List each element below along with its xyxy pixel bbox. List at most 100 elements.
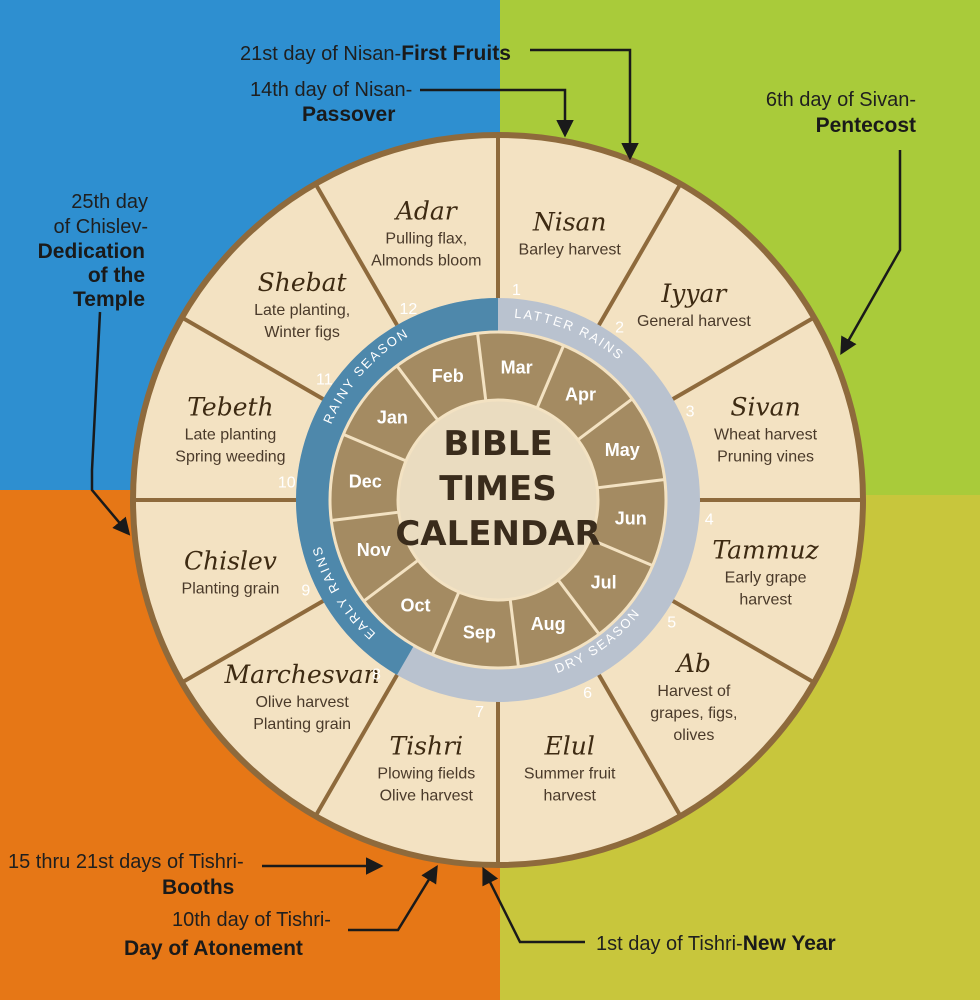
month-activity: Late planting,	[254, 302, 350, 319]
title-line-3: CALENDAR	[395, 514, 600, 554]
modern-month-jun: Jun	[615, 509, 647, 529]
atonement-name: Day of Atonement	[124, 937, 303, 960]
month-name-tishri: Tishri	[390, 732, 464, 761]
month-activity: olives	[673, 727, 714, 744]
inner-divider	[556, 578, 601, 636]
modern-month-dividers	[331, 333, 665, 667]
month-name-tebeth: Tebeth	[187, 392, 273, 421]
passover-arrow	[420, 88, 574, 138]
outer-divider	[670, 316, 814, 402]
month-number: 2	[615, 319, 624, 336]
callout-new-year: 1st day of Tishri-New Year	[482, 866, 836, 955]
inner-divider	[597, 478, 665, 490]
rainy-season-band	[296, 298, 498, 675]
modern-month-may: May	[605, 440, 640, 460]
month-activity: Plowing fields	[377, 766, 475, 783]
month-activity: Late planting	[185, 426, 277, 443]
month-activity: Planting grain	[182, 581, 280, 598]
first-fruits-date: 21st day of Nisan-	[240, 43, 401, 65]
dedication-name-line-2: of the	[88, 264, 145, 287]
dedication-arrow	[90, 311, 131, 536]
title-line-1: BIBLE	[443, 424, 552, 464]
month-activity: Pulling flax,	[385, 230, 467, 247]
callout-pentecost: 6th day of Sivan- Pentecost	[766, 89, 916, 356]
month-number: 12	[400, 301, 418, 318]
modern-month-mar: Mar	[501, 357, 533, 377]
modern-month-dec: Dec	[349, 471, 382, 491]
month-name-shebat: Shebat	[258, 268, 348, 297]
passover-date: 14th day of Nisan-	[250, 79, 412, 101]
outer-divider	[182, 316, 326, 402]
callout-passover: 14th day of Nisan- Passover	[250, 79, 574, 138]
inner-divider	[362, 558, 420, 603]
month-activity: Barley harvest	[519, 241, 622, 258]
month-number: 4	[705, 511, 714, 528]
month-activity: Spring weeding	[175, 448, 285, 465]
month-activity: Harvest of	[657, 683, 730, 700]
month-name-marchesvan: Marchesvan	[223, 660, 379, 689]
month-name-ab: Ab	[675, 649, 711, 678]
inner-divider	[576, 397, 634, 442]
month-activity: Summer fruit	[524, 766, 616, 783]
month-number: 9	[301, 583, 310, 600]
month-name-chislev: Chislev	[184, 547, 277, 576]
month-name-tammuz: Tammuz	[712, 536, 819, 565]
first-fruits-arrow	[530, 48, 639, 161]
outer-ring-dividers	[135, 137, 861, 863]
outer-divider	[182, 598, 326, 684]
inner-divider	[476, 333, 488, 401]
month-activity: Winter figs	[264, 324, 340, 341]
outer-divider	[596, 184, 682, 328]
callout-dedication: 25th day of Chislev- Dedication of the T…	[38, 191, 148, 536]
dedication-date-line-2: of Chislev-	[54, 216, 148, 238]
modern-month-apr: Apr	[565, 384, 596, 404]
outer-divider	[596, 672, 682, 816]
month-activity: General harvest	[637, 313, 751, 330]
month-number: 3	[686, 403, 695, 420]
pentecost-arrow	[840, 150, 902, 356]
calendar-wheel: Nisan Barley harvest 1 Iyyar General harvest…	[130, 132, 866, 868]
month-number: 5	[667, 615, 676, 632]
month-activity: Almonds bloom	[371, 252, 481, 269]
month-name-adar: Adar	[394, 196, 459, 225]
modern-month-jul: Jul	[591, 572, 617, 592]
month-name-iyyar: Iyyar	[660, 279, 728, 308]
callout-booths: 15 thru 21st days of Tishri- Booths	[8, 851, 384, 899]
month-number: 10	[278, 475, 296, 492]
new-year-date: 1st day of Tishri-	[596, 933, 743, 955]
outer-divider	[314, 184, 400, 328]
month-activity: Planting grain	[253, 716, 351, 733]
dedication-name-line-1: Dedication	[38, 240, 145, 263]
month-activity: Wheat harvest	[714, 426, 818, 443]
inner-divider	[395, 364, 440, 422]
callout-first-fruits: 21st day of Nisan-First Fruits	[240, 42, 639, 161]
month-activity: harvest	[739, 592, 792, 609]
modern-month-oct: Oct	[400, 596, 430, 616]
month-number: 1	[512, 282, 521, 299]
booths-date: 15 thru 21st days of Tishri-	[8, 851, 244, 873]
month-activity: Olive harvest	[380, 788, 474, 805]
callout-atonement: 10th day of Tishri- Day of Atonement	[124, 865, 438, 960]
month-number: 8	[372, 667, 381, 684]
inner-divider	[589, 537, 654, 568]
booths-name: Booths	[162, 876, 234, 899]
month-activity: grapes, figs,	[650, 705, 737, 722]
hebrew-month-labels: Nisan Barley harvest 1 Iyyar General harvest…	[175, 196, 819, 804]
title-line-2: TIMES	[439, 469, 556, 509]
month-activity: Olive harvest	[255, 694, 349, 711]
modern-month-nov: Nov	[357, 540, 391, 560]
outer-divider	[314, 672, 400, 816]
atonement-date: 10th day of Tishri-	[172, 909, 331, 931]
inner-divider	[535, 344, 566, 409]
month-activity: Early grape	[725, 570, 807, 587]
svg-text:1st day of Tishri-New Year: 1st day of Tishri-New Year	[596, 932, 836, 955]
month-name-nisan: Nisan	[532, 207, 607, 236]
outer-divider	[670, 598, 814, 684]
modern-month-jan: Jan	[377, 408, 408, 428]
month-number: 7	[475, 704, 484, 721]
pentecost-name: Pentecost	[816, 114, 916, 137]
modern-month-sep: Sep	[463, 623, 496, 643]
month-name-sivan: Sivan	[730, 392, 800, 421]
modern-month-labels: Mar Apr May Jun Jul Aug Sep Oct Nov Dec Jan Feb	[349, 357, 647, 642]
